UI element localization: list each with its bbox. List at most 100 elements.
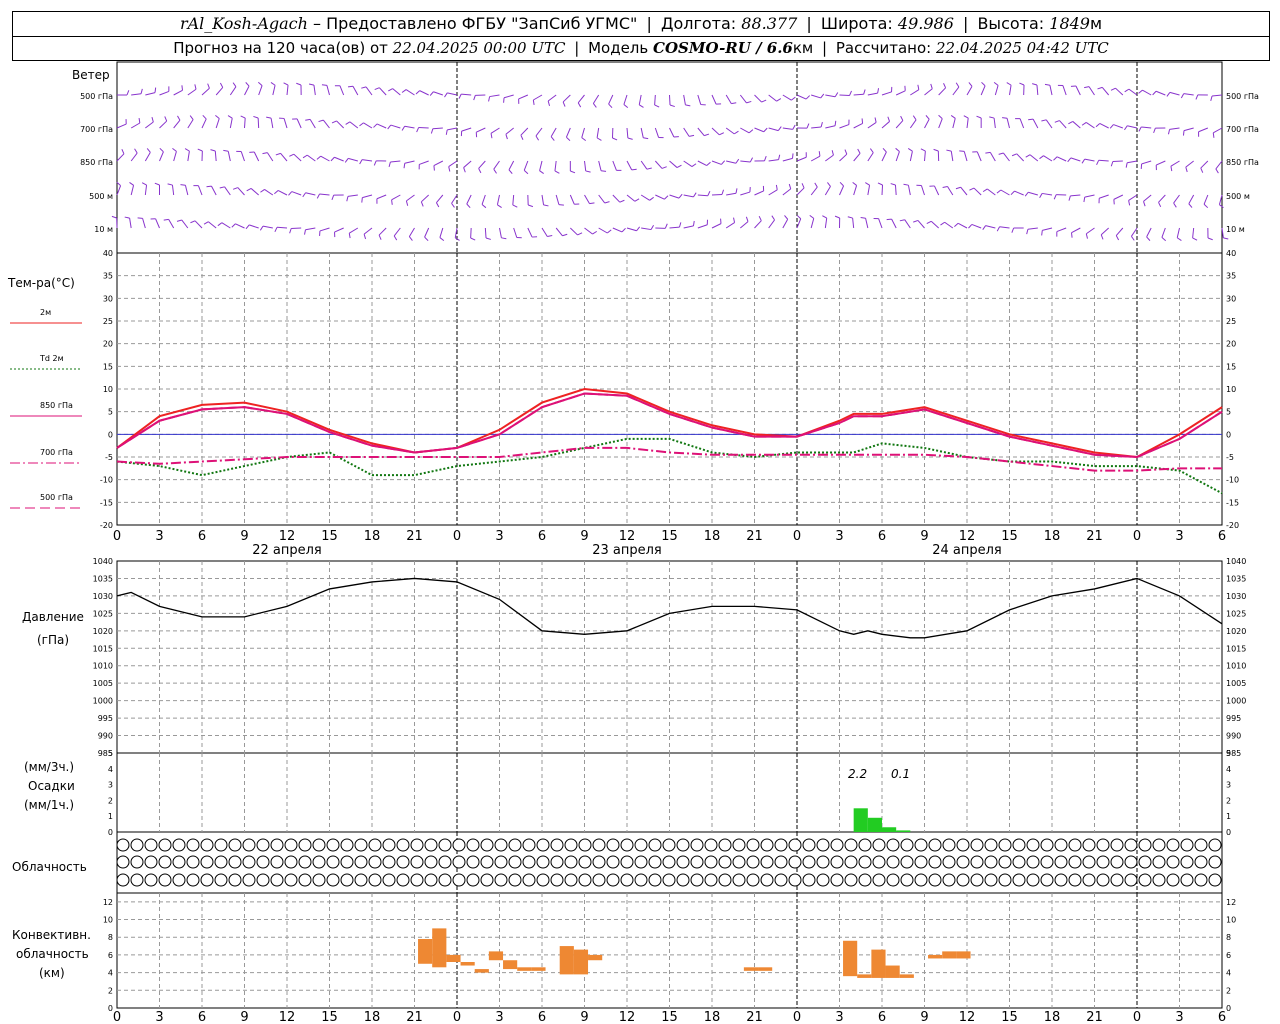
x-tick-label-bottom: 21	[406, 1010, 423, 1024]
precip-bar	[867, 817, 882, 832]
convective-bar	[588, 954, 603, 961]
wind-barb	[419, 160, 429, 165]
wind-barb-flag	[257, 81, 263, 86]
wind-barb	[782, 127, 793, 130]
y-tick-label-right: 1015	[1226, 644, 1246, 653]
wind-level-label-right: 700 гПа	[1226, 125, 1259, 134]
cloud-cover-circle	[214, 873, 228, 887]
wind-barb	[1183, 127, 1194, 132]
wind-barb-flag	[1006, 82, 1012, 86]
wind-barb	[334, 156, 344, 162]
wind-barb-flag	[761, 99, 767, 103]
wind-barb	[825, 94, 836, 98]
cloud-cover-circle	[1194, 838, 1208, 852]
y-tick-label-right: 10	[1226, 916, 1236, 925]
wind-barb-flag	[1041, 119, 1047, 122]
wind-barb-flag	[982, 225, 987, 230]
wind-barb	[187, 151, 190, 162]
lat-value: 49.986	[897, 14, 954, 33]
wind-barb-flag	[223, 149, 229, 152]
cloud-cover-circle	[550, 873, 564, 887]
wind-barb-flag	[1153, 128, 1156, 134]
wind-barb	[554, 160, 557, 171]
wind-barb	[1056, 156, 1067, 162]
pressure-plot	[116, 577, 1223, 639]
wind-barb	[291, 227, 302, 230]
wind-barb-flag	[289, 153, 295, 157]
wind-barb	[349, 121, 359, 129]
y-tick-label-left: 5	[108, 408, 113, 417]
wind-barb	[326, 85, 330, 96]
wind-barb-flag	[814, 182, 818, 188]
wind-barb-flag	[232, 187, 238, 190]
wind-barb-flag	[401, 126, 406, 131]
wind-barb-flag	[207, 83, 210, 89]
wind-barb	[1115, 87, 1124, 96]
wind-barb	[1101, 87, 1110, 96]
cloud-cover-circle	[1054, 838, 1068, 852]
precip-unit-3h: (мм/3ч.)	[24, 760, 74, 774]
y-tick-label-left: 0	[108, 430, 113, 439]
wind-barb-flag	[748, 129, 754, 134]
wind-barb	[319, 193, 330, 196]
wind-barb	[1128, 194, 1138, 201]
y-tick-label-left: 985	[98, 749, 113, 758]
y-tick-label-right: 1030	[1226, 592, 1246, 601]
wind-barb	[363, 227, 373, 235]
y-tick-label-left: 1035	[93, 574, 113, 583]
wind-barb-flag	[998, 152, 1004, 155]
cloud-cover-circle	[200, 855, 214, 869]
precipitation-plot	[853, 808, 911, 832]
cloud-cover-circle	[522, 873, 536, 887]
convective-bar	[474, 969, 489, 973]
x-tick-label-temp: 15	[321, 529, 338, 544]
cloud-cover-circle	[172, 873, 186, 887]
cloud-cover-circle	[606, 838, 620, 852]
cloud-cover-circle	[564, 873, 578, 887]
wind-barb-flag	[592, 230, 598, 235]
wind-barb	[1215, 160, 1223, 170]
wind-barb	[811, 126, 822, 129]
wind-barb	[810, 186, 818, 196]
cloud-cover-circle	[802, 838, 816, 852]
x-tick-label-bottom: 15	[1001, 1010, 1018, 1024]
cloud-cover-circle	[620, 873, 634, 887]
cloud-cover-circle	[340, 873, 354, 887]
wind-barb	[987, 188, 996, 196]
wind-barb-flag	[634, 198, 640, 202]
cloud-cover-circle	[424, 873, 438, 887]
convective-bar	[928, 954, 943, 959]
wind-barb-flag	[485, 237, 491, 240]
wind-barb	[1169, 91, 1180, 96]
x-tick-label-bottom: 6	[198, 1010, 206, 1024]
y-tick-label-left: 10	[103, 385, 113, 394]
x-tick-label-bottom: 3	[495, 1010, 503, 1024]
wind-barb-flag	[262, 152, 268, 155]
wind-barb-flag	[1167, 129, 1171, 135]
cloud-cover-circle	[1194, 855, 1208, 869]
wind-barb	[654, 160, 663, 169]
wind-barb-flag	[232, 82, 237, 87]
wind-barb	[852, 218, 855, 229]
wind-barb-flag	[562, 101, 566, 107]
cloud-cover-circle	[690, 873, 704, 887]
wind-barb-flag	[996, 189, 1002, 194]
wind-barb	[305, 227, 316, 231]
cloud-cover-circle	[606, 873, 620, 887]
wind-barb	[489, 94, 500, 98]
wind-barb-flag	[1195, 94, 1199, 100]
wind-barb-flag	[296, 82, 302, 86]
wind-barb	[1113, 124, 1124, 129]
wind-barb	[711, 127, 720, 136]
y-tick-label-right: 6	[1226, 951, 1231, 960]
wind-barb	[782, 157, 793, 162]
wind-barb-flag	[1146, 236, 1151, 241]
convective-bar	[871, 949, 886, 978]
wind-barb	[1155, 160, 1166, 166]
header-forecast-row: Прогноз на 120 часа(ов) от 22.04.2025 00…	[12, 36, 1270, 61]
cloud-cover-circle	[340, 855, 354, 869]
wind-barb	[533, 94, 543, 101]
y-tick-label-left: 20	[103, 340, 113, 349]
wind-barb-flag	[839, 181, 844, 187]
cloud-cover-circle	[830, 873, 844, 887]
